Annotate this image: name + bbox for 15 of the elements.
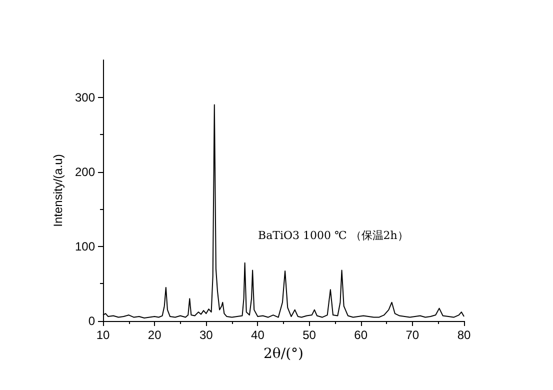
annotation: BaTiO3 1000 ℃ （保温2h） [258, 229, 408, 242]
y-tick-label: 200 [74, 164, 96, 179]
x-tick-label: 50 [302, 328, 316, 342]
x-tick-label: 60 [354, 328, 368, 342]
x-tick-label: 20 [148, 328, 162, 342]
x-tick-label: 10 [96, 328, 110, 342]
y-tick-label: 0 [88, 314, 96, 328]
x-tick-label: 30 [199, 328, 214, 342]
y-tick-label: 300 [74, 90, 96, 104]
x-tick-label: 80 [457, 328, 471, 342]
y-tick-label: 100 [74, 239, 96, 254]
x-axis-title: 2θ/(°) [264, 346, 304, 362]
x-tick-label: 40 [251, 328, 265, 342]
x-tick-label: 70 [406, 328, 420, 342]
y-axis-title: Intensity/(a.u) [51, 154, 66, 227]
